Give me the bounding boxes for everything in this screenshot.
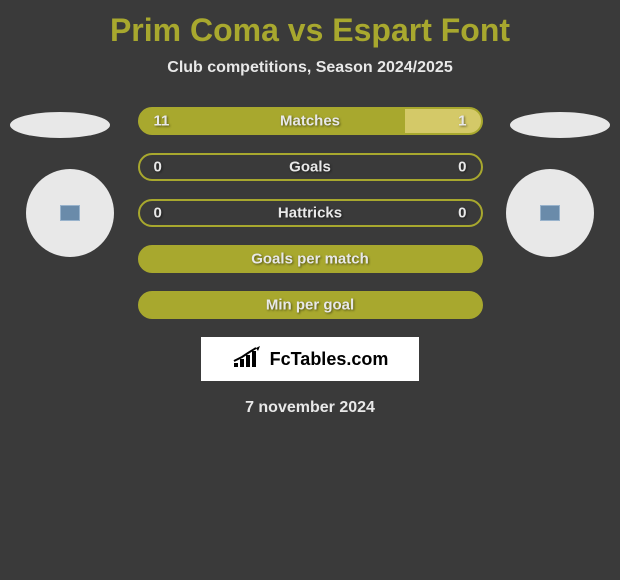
bar-segment-right: [405, 109, 480, 133]
club-badge-right: [506, 169, 594, 257]
stat-value-right: 1: [458, 113, 466, 130]
player-ellipse-right: [510, 112, 610, 138]
chart-icon: [232, 345, 264, 374]
stat-row-min-per-goal: Min per goal: [138, 291, 483, 319]
stats-content: 11 Matches 1 0 Goals 0 0 Hattricks 0 Goa…: [0, 107, 620, 417]
stat-row-goals: 0 Goals 0: [138, 153, 483, 181]
player-ellipse-left: [10, 112, 110, 138]
shield-icon: [60, 205, 80, 221]
stat-value-right: 0: [458, 159, 466, 176]
branding-text: FcTables.com: [270, 349, 389, 370]
stat-value-left: 0: [154, 205, 162, 222]
stat-label: Goals: [289, 159, 331, 176]
page-title: Prim Coma vs Espart Font: [0, 0, 620, 49]
stat-value-left: 11: [154, 113, 170, 130]
stat-label: Goals per match: [251, 251, 369, 268]
stat-row-matches: 11 Matches 1: [138, 107, 483, 135]
stat-row-hattricks: 0 Hattricks 0: [138, 199, 483, 227]
stat-label: Min per goal: [266, 297, 354, 314]
shield-icon: [540, 205, 560, 221]
stat-value-left: 0: [154, 159, 162, 176]
stat-label: Matches: [280, 113, 340, 130]
club-badge-left: [26, 169, 114, 257]
branding-box: FcTables.com: [201, 337, 419, 381]
stats-bars: 11 Matches 1 0 Goals 0 0 Hattricks 0 Goa…: [138, 107, 483, 319]
stat-value-right: 0: [458, 205, 466, 222]
stat-label: Hattricks: [278, 205, 342, 222]
page-subtitle: Club competitions, Season 2024/2025: [0, 59, 620, 77]
date-text: 7 november 2024: [0, 399, 620, 417]
stat-row-goals-per-match: Goals per match: [138, 245, 483, 273]
bar-segment-left: [140, 109, 406, 133]
